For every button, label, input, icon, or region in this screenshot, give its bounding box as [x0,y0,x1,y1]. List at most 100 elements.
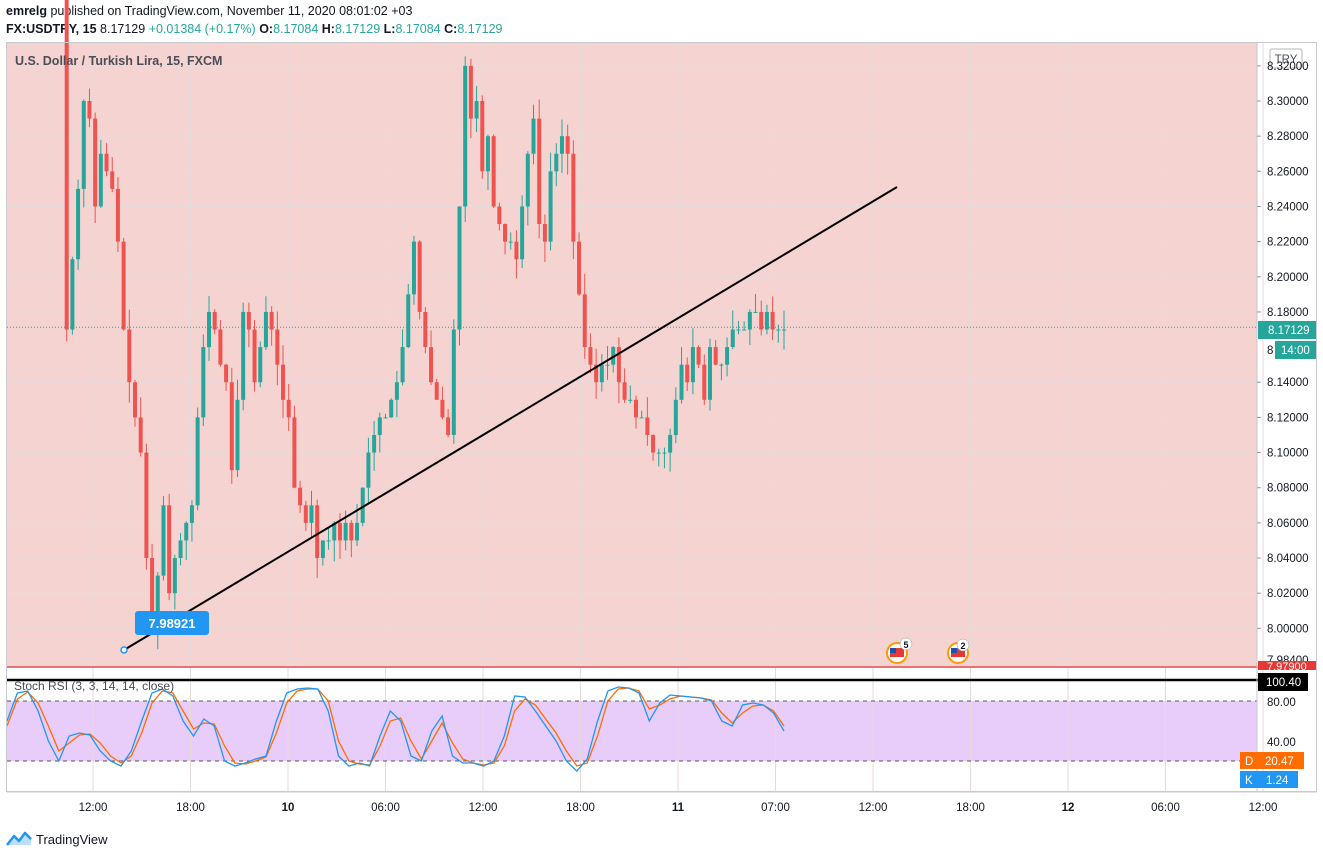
candle-body [776,329,781,331]
grid [7,43,1264,792]
candle-body [497,206,502,225]
candle-body [98,153,103,207]
candle-body [679,364,684,400]
candle-body [468,65,473,119]
red-line-label: 7.97900 [1267,661,1307,673]
candle-body [286,399,291,418]
branding-text: TradingView [36,831,108,847]
candle-body [622,382,627,400]
last-price-label: 8.17129 [1268,325,1310,337]
high-value: 8.17129 [334,22,381,36]
candle-body [258,347,263,383]
event-count: 5 [903,640,908,650]
candle-body [605,364,610,366]
candle-body [491,136,496,207]
candle-body [155,575,160,629]
publisher-name[interactable]: emrelg [6,4,47,18]
currency-badge[interactable] [1269,48,1303,69]
indicator-title: Stoch RSI (3, 3, 14, 14, close) [14,679,174,693]
candle-body [383,417,388,419]
candles [64,0,786,650]
price-tick-label: 8.20000 [1267,272,1309,284]
price-tick-label: 8.26000 [1267,166,1309,178]
candle-body [434,382,439,400]
candle-body [742,329,747,331]
price-tick-label: 8.18000 [1267,307,1309,319]
high-label: H: [321,22,335,36]
candle-body [161,505,166,576]
candle-body [651,434,656,453]
low-marker-label: 7.98921 [149,616,196,631]
time-tick-label: 10 [282,802,295,814]
osc-tick-80: 80.00 [1267,697,1296,709]
k-letter: K [1245,775,1253,787]
candle-body [167,505,172,594]
price-tick-label: 8.04000 [1267,553,1309,565]
change-value: +0.01384 (+0.17%) [148,22,256,36]
time-tick-label: 18:00 [566,802,595,814]
trendline-anchor[interactable] [120,646,128,654]
candle-body [133,382,138,418]
price-tick-label: 8.30000 [1267,96,1309,108]
stoch-d-line [6,687,785,767]
us-flag-icon [951,648,965,657]
d-letter-badge [1240,752,1258,769]
candle-body [542,224,547,242]
candle-body [76,188,81,260]
flag-canton [951,648,957,653]
price-tick-label: 8.08000 [1267,483,1309,495]
candle-body [725,347,730,365]
price-tick-label: 8.12000 [1267,412,1309,424]
candle-body [463,65,468,207]
open-value: 8.17084 [273,22,319,36]
time-tick-label: 06:00 [371,802,400,814]
countdown-badge [1275,341,1316,359]
candle-body [588,347,593,365]
candle-body [633,399,638,418]
candle-body [685,364,690,383]
candle-body [298,487,303,506]
price-tick-label: 8.24000 [1267,201,1309,213]
candle-body [70,259,75,330]
k-value-badge [1258,771,1298,788]
candle-body [309,505,314,523]
candle-body [656,452,661,454]
price-tick-label: 8.02000 [1267,588,1309,600]
price-tick-partial: 8 [1267,345,1273,357]
candle-body [195,417,200,506]
candle-body [87,101,92,119]
last-price-badge [1258,321,1316,339]
publish-info: emrelg published on TradingView.com, Nov… [6,4,412,18]
event-marker-2[interactable]: 2 [947,638,970,664]
low-marker-badge[interactable] [135,611,209,635]
candle-body [582,294,587,348]
candle-body [172,558,177,594]
candle-body [150,558,155,629]
candle-body [121,241,126,330]
candle-body [212,311,217,330]
candle-body [269,311,274,330]
time-tick-label: 12:00 [859,802,888,814]
candle-body [594,364,599,383]
open-label: O: [259,22,274,36]
stoch-k-line [6,686,785,772]
event-marker-1[interactable]: 5 [886,637,913,664]
candle-body [440,399,445,418]
price-axis[interactable]: 8.32000 8.30000 8.28000 8.26000 8.24000 8.220… [1257,61,1309,635]
candle-body [531,118,536,154]
candle-body [400,347,405,383]
candle-body [275,329,280,365]
candle-body [559,136,564,154]
candle-body [429,347,434,383]
candle-body [730,329,735,348]
candle-body [736,329,741,331]
candle-body [349,522,354,541]
candle-body [138,417,143,453]
candle-body [645,417,650,435]
time-tick-label: 07:00 [761,802,790,814]
trendline[interactable] [123,186,898,651]
tradingview-branding[interactable]: TradingView [6,829,108,849]
time-axis[interactable]: 12:00 18:00 10 06:00 12:00 18:00 11 07:00 12:00 1… [79,802,1278,814]
candle-body [201,347,206,418]
